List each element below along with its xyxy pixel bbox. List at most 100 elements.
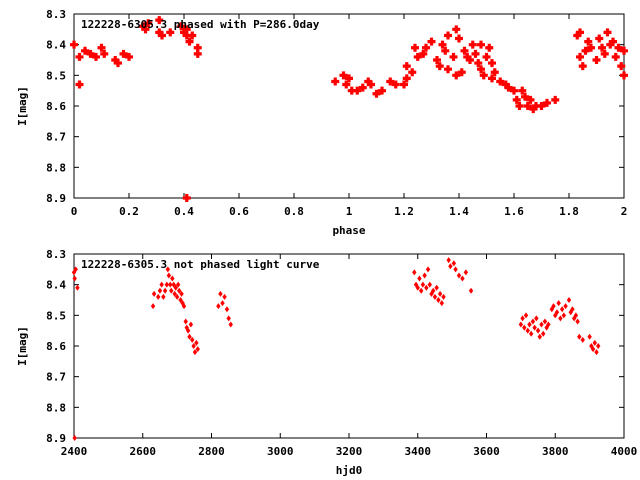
- data-point: [587, 43, 596, 52]
- data-point: [226, 315, 231, 322]
- x-tick-label: 0.8: [284, 205, 304, 218]
- data-point: [479, 71, 488, 80]
- x-tick-label: 2: [621, 205, 628, 218]
- x-tick-label: 3000: [267, 445, 294, 458]
- y-tick-label: 8.8: [46, 401, 66, 414]
- data-point: [75, 80, 84, 89]
- data-point: [541, 330, 546, 337]
- y-tick-label: 8.7: [46, 371, 66, 384]
- data-point: [529, 105, 538, 114]
- data-point: [573, 312, 579, 319]
- data-point: [434, 284, 439, 291]
- data-point: [184, 324, 189, 331]
- data-point: [228, 321, 233, 328]
- data-point: [587, 333, 592, 340]
- data-point: [92, 52, 100, 61]
- data-point: [444, 65, 452, 74]
- x-tick-label: 1.4: [449, 205, 469, 218]
- data-point: [367, 80, 375, 89]
- data-point: [185, 37, 194, 46]
- data-point: [177, 22, 186, 31]
- y-tick-label: 8.8: [46, 161, 66, 174]
- data-point: [436, 297, 441, 303]
- x-tick-label: 3600: [473, 445, 500, 458]
- data-point: [532, 324, 537, 331]
- data-point: [157, 287, 163, 294]
- data-point: [522, 324, 527, 331]
- data-point: [218, 290, 223, 297]
- x-axis-label: phase: [332, 224, 365, 237]
- data-point: [419, 49, 428, 58]
- x-tick-label: 1.8: [559, 205, 579, 218]
- data-point: [420, 281, 426, 288]
- data-point: [193, 43, 202, 52]
- data-point: [151, 290, 157, 297]
- data-point: [216, 303, 221, 310]
- data-point: [534, 315, 539, 322]
- data-point: [460, 275, 465, 282]
- data-point: [530, 318, 536, 325]
- data-point: [155, 16, 164, 25]
- data-point: [576, 28, 585, 37]
- data-point: [166, 272, 172, 279]
- data-point: [558, 315, 563, 322]
- data-point: [457, 68, 466, 77]
- data-point: [170, 275, 175, 282]
- data-point: [150, 303, 156, 310]
- data-point: [504, 83, 513, 92]
- data-point: [182, 25, 191, 34]
- data-point: [539, 321, 544, 328]
- data-point: [596, 343, 601, 349]
- data-point: [222, 293, 227, 300]
- data-point: [144, 19, 153, 28]
- data-point: [181, 303, 187, 310]
- data-point: [166, 28, 175, 37]
- data-point: [580, 336, 585, 343]
- data-point: [182, 194, 191, 202]
- data-point: [488, 74, 496, 83]
- data-point: [185, 327, 191, 334]
- data-point: [456, 272, 462, 279]
- y-tick-label: 8.5: [46, 69, 66, 82]
- data-point: [174, 293, 180, 300]
- data-point: [609, 37, 618, 46]
- data-point: [425, 266, 431, 273]
- data-point: [518, 321, 524, 328]
- data-point: [413, 52, 422, 61]
- data-point: [171, 281, 176, 288]
- data-point: [570, 306, 575, 313]
- data-point: [72, 275, 77, 282]
- data-point: [339, 71, 348, 80]
- data-point: [488, 59, 496, 68]
- data-point: [584, 37, 593, 46]
- data-point: [190, 336, 195, 343]
- data-point: [331, 77, 340, 86]
- data-point: [422, 272, 427, 279]
- data-point: [471, 49, 480, 58]
- y-tick-label: 8.6: [46, 100, 66, 113]
- data-point: [187, 333, 192, 340]
- data-point: [75, 52, 84, 61]
- data-point: [441, 46, 450, 55]
- data-point: [444, 31, 452, 40]
- data-point: [482, 52, 491, 61]
- data-point: [577, 333, 582, 340]
- data-point: [372, 89, 381, 98]
- data-point: [441, 293, 446, 300]
- data-point: [168, 281, 173, 288]
- data-point: [448, 263, 453, 270]
- x-tick-label: 0: [71, 205, 78, 218]
- data-point: [347, 86, 356, 95]
- data-point: [546, 321, 551, 328]
- data-point: [449, 52, 458, 61]
- data-point: [193, 49, 202, 58]
- data-point: [532, 102, 541, 110]
- data-point: [439, 300, 445, 307]
- data-point: [179, 290, 184, 297]
- data-point: [453, 266, 458, 273]
- data-point: [159, 281, 164, 288]
- data-point: [518, 86, 527, 95]
- data-point: [435, 62, 444, 71]
- x-tick-label: 3800: [542, 445, 569, 458]
